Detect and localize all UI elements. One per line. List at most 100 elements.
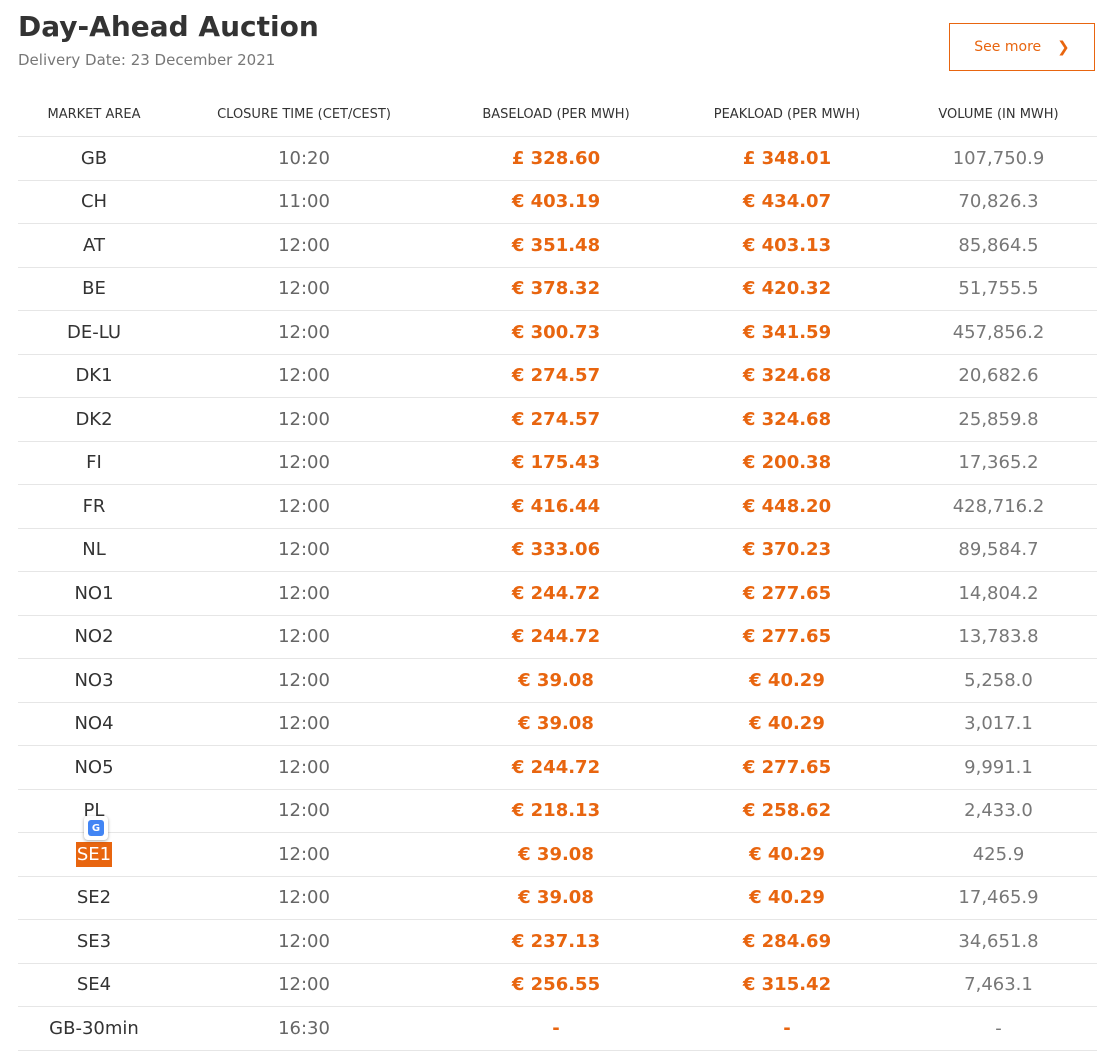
- closure-time-cell: 12:00: [170, 310, 438, 355]
- volume-cell: 89,584.7: [900, 528, 1097, 572]
- closure-time-cell: 12:00: [170, 745, 438, 790]
- baseload-cell: € 39.08: [438, 658, 674, 703]
- market-area-cell: NO2: [18, 615, 170, 659]
- peakload-cell: € 200.38: [674, 441, 900, 485]
- closure-time-cell: 11:00: [170, 180, 438, 224]
- peakload-cell: € 258.62: [674, 789, 900, 833]
- peakload-cell: € 324.68: [674, 354, 900, 398]
- baseload-cell: € 39.08: [438, 832, 674, 877]
- table-row: NO4 12:00 € 39.08 € 40.29 3,017.1: [18, 702, 1097, 746]
- table-row: DK2 12:00 € 274.57 € 324.68 25,859.8: [18, 397, 1097, 442]
- baseload-cell: € 403.19: [438, 180, 674, 224]
- google-translate-icon[interactable]: G: [84, 816, 108, 840]
- translate-glyph-icon: G: [88, 820, 104, 836]
- market-area-cell: AT: [18, 223, 170, 268]
- baseload-cell: € 244.72: [438, 571, 674, 616]
- see-more-button[interactable]: See more ❯: [949, 23, 1095, 71]
- baseload-cell: € 237.13: [438, 919, 674, 964]
- baseload-cell: € 333.06: [438, 528, 674, 572]
- volume-cell: 34,651.8: [900, 919, 1097, 964]
- volume-cell: 17,365.2: [900, 441, 1097, 485]
- market-area-cell: CH: [18, 180, 170, 224]
- baseload-cell: € 416.44: [438, 484, 674, 529]
- table-row: GB 10:20 £ 328.60 £ 348.01 107,750.9: [18, 136, 1097, 181]
- baseload-cell: £ 328.60: [438, 136, 674, 181]
- table-row: SE2 12:00 € 39.08 € 40.29 17,465.9: [18, 876, 1097, 920]
- peakload-cell: € 324.68: [674, 397, 900, 442]
- volume-cell: -: [900, 1006, 1097, 1051]
- closure-time-cell: 12:00: [170, 615, 438, 659]
- volume-cell: 14,804.2: [900, 571, 1097, 616]
- market-area-cell: NO4: [18, 702, 170, 746]
- baseload-cell: -: [438, 1006, 674, 1051]
- page-title: Day-Ahead Auction: [18, 10, 319, 43]
- closure-time-cell: 12:00: [170, 571, 438, 616]
- page-header: Day-Ahead Auction Delivery Date: 23 Dece…: [18, 8, 319, 70]
- closure-time-cell: 12:00: [170, 658, 438, 703]
- baseload-cell: € 244.72: [438, 615, 674, 659]
- closure-time-cell: 16:30: [170, 1006, 438, 1051]
- volume-cell: 9,991.1: [900, 745, 1097, 790]
- market-area-cell: DE-LU: [18, 310, 170, 355]
- closure-time-cell: 12:00: [170, 397, 438, 442]
- peakload-cell: € 370.23: [674, 528, 900, 572]
- peakload-cell: € 40.29: [674, 876, 900, 920]
- peakload-cell: € 284.69: [674, 919, 900, 964]
- closure-time-cell: 12:00: [170, 832, 438, 877]
- peakload-cell: -: [674, 1006, 900, 1051]
- table-row: CH 11:00 € 403.19 € 434.07 70,826.3: [18, 180, 1097, 224]
- market-area-cell: FI: [18, 441, 170, 485]
- volume-cell: 13,783.8: [900, 615, 1097, 659]
- market-area-cell: DK1: [18, 354, 170, 398]
- volume-cell: 3,017.1: [900, 702, 1097, 746]
- selected-text-highlight[interactable]: SE1: [75, 841, 113, 867]
- market-area-cell: BE: [18, 267, 170, 311]
- table-row: SE3 12:00 € 237.13 € 284.69 34,651.8: [18, 919, 1097, 964]
- delivery-date: Delivery Date: 23 December 2021: [18, 51, 276, 69]
- closure-time-cell: 12:00: [170, 267, 438, 311]
- closure-time-cell: 10:20: [170, 136, 438, 181]
- table-row: NO2 12:00 € 244.72 € 277.65 13,783.8: [18, 615, 1097, 659]
- volume-cell: 51,755.5: [900, 267, 1097, 311]
- volume-cell: 70,826.3: [900, 180, 1097, 224]
- table-row: NO3 12:00 € 39.08 € 40.29 5,258.0: [18, 658, 1097, 703]
- peakload-cell: € 40.29: [674, 832, 900, 877]
- market-area-cell: GB: [18, 136, 170, 181]
- baseload-cell: € 351.48: [438, 223, 674, 268]
- closure-time-cell: 12:00: [170, 963, 438, 1007]
- column-header-closure-time: CLOSURE TIME (CET/CEST): [170, 93, 438, 137]
- peakload-cell: € 448.20: [674, 484, 900, 529]
- see-more-label: See more: [974, 39, 1042, 55]
- market-area-cell: SE2: [18, 876, 170, 920]
- closure-time-cell: 12:00: [170, 876, 438, 920]
- table-row: SE4 12:00 € 256.55 € 315.42 7,463.1: [18, 963, 1097, 1007]
- baseload-cell: € 244.72: [438, 745, 674, 790]
- closure-time-cell: 12:00: [170, 702, 438, 746]
- closure-time-cell: 12:00: [170, 919, 438, 964]
- baseload-cell: € 218.13: [438, 789, 674, 833]
- peakload-cell: € 434.07: [674, 180, 900, 224]
- column-header-market-area: MARKET AREA: [18, 93, 170, 137]
- table-row: AT 12:00 € 351.48 € 403.13 85,864.5: [18, 223, 1097, 268]
- peakload-cell: € 315.42: [674, 963, 900, 1007]
- baseload-cell: € 378.32: [438, 267, 674, 311]
- table-row: DK1 12:00 € 274.57 € 324.68 20,682.6: [18, 354, 1097, 398]
- baseload-cell: € 39.08: [438, 876, 674, 920]
- peakload-cell: € 420.32: [674, 267, 900, 311]
- table-row: FR 12:00 € 416.44 € 448.20 428,716.2: [18, 484, 1097, 529]
- column-header-baseload: BASELOAD (PER MWH): [438, 93, 674, 137]
- table-row: DE-LU 12:00 € 300.73 € 341.59 457,856.2: [18, 310, 1097, 355]
- volume-cell: 7,463.1: [900, 963, 1097, 1007]
- market-area-cell: GB-30min: [18, 1006, 170, 1051]
- volume-cell: 107,750.9: [900, 136, 1097, 181]
- baseload-cell: € 175.43: [438, 441, 674, 485]
- table-row: NL 12:00 € 333.06 € 370.23 89,584.7: [18, 528, 1097, 572]
- market-area-cell: DK2: [18, 397, 170, 442]
- peakload-cell: € 341.59: [674, 310, 900, 355]
- table-row: PL 12:00 € 218.13 € 258.62 2,433.0: [18, 789, 1097, 833]
- auction-table: MARKET AREA CLOSURE TIME (CET/CEST) BASE…: [18, 93, 1097, 1051]
- market-area-cell: FR: [18, 484, 170, 529]
- volume-cell: 5,258.0: [900, 658, 1097, 703]
- volume-cell: 2,433.0: [900, 789, 1097, 833]
- table-row: FI 12:00 € 175.43 € 200.38 17,365.2: [18, 441, 1097, 485]
